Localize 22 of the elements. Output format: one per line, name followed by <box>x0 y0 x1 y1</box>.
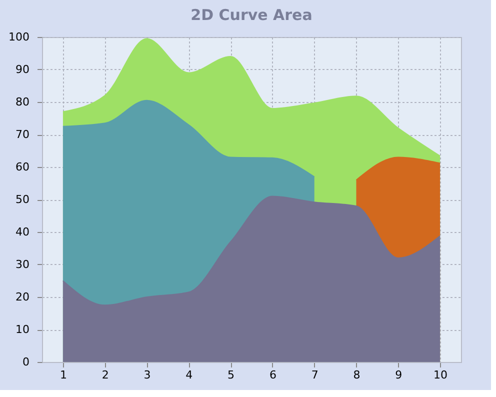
y-tick-label: 0 <box>22 356 30 368</box>
y-tick-label: 70 <box>16 128 30 141</box>
x-tick-label: 5 <box>228 368 235 382</box>
chart-title: 2D Curve Area <box>190 6 312 24</box>
y-tick-label: 30 <box>16 258 30 271</box>
y-tick-label: 10 <box>16 323 30 336</box>
y-tick-label: 40 <box>16 226 30 238</box>
x-tick-label: 3 <box>144 368 151 382</box>
y-tick-label: 60 <box>16 160 30 174</box>
x-tick-label: 6 <box>269 368 276 382</box>
x-tick-label: 2 <box>102 368 109 382</box>
y-tick-label: 50 <box>16 193 30 206</box>
y-tick-label: 100 <box>8 30 30 44</box>
x-tick-label: 10 <box>434 368 448 382</box>
x-tick-label: 8 <box>353 368 360 382</box>
x-tick-label: 7 <box>311 368 318 382</box>
x-tick-label: 1 <box>60 368 67 382</box>
x-tick-label: 9 <box>395 368 402 382</box>
x-tick-label: 4 <box>186 368 193 382</box>
y-tick-label: 80 <box>16 96 30 108</box>
y-tick-label: 20 <box>16 290 30 304</box>
y-tick-label: 90 <box>16 63 30 76</box>
